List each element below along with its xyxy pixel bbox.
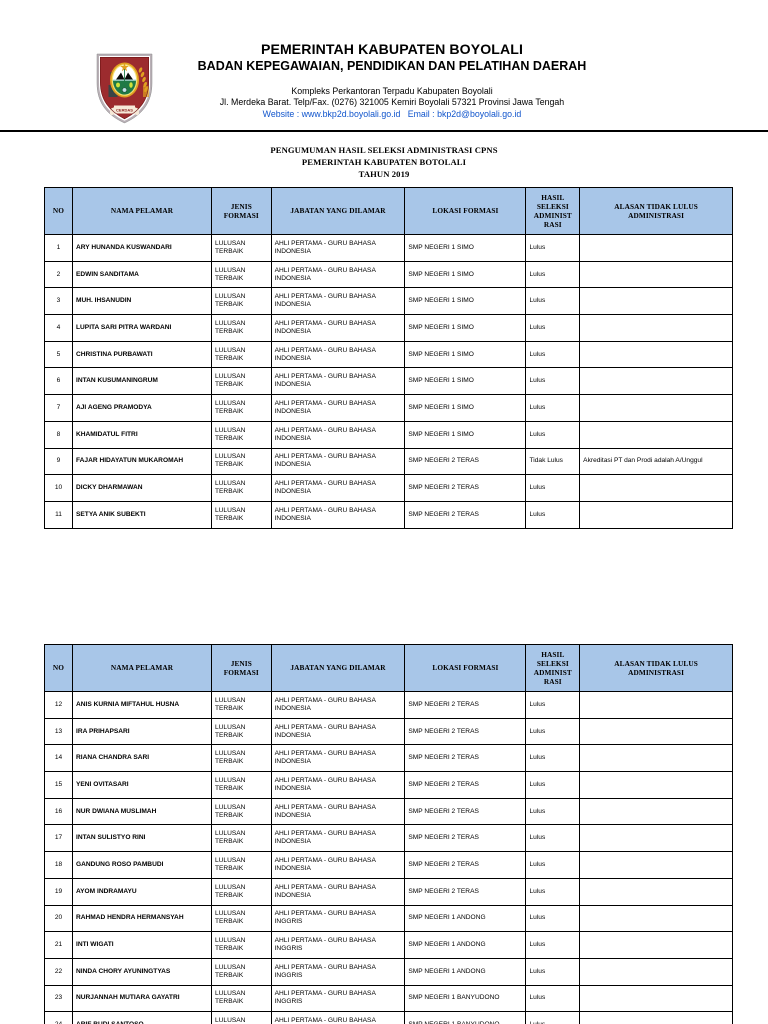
svg-text:CERDAS: CERDAS bbox=[116, 108, 133, 113]
